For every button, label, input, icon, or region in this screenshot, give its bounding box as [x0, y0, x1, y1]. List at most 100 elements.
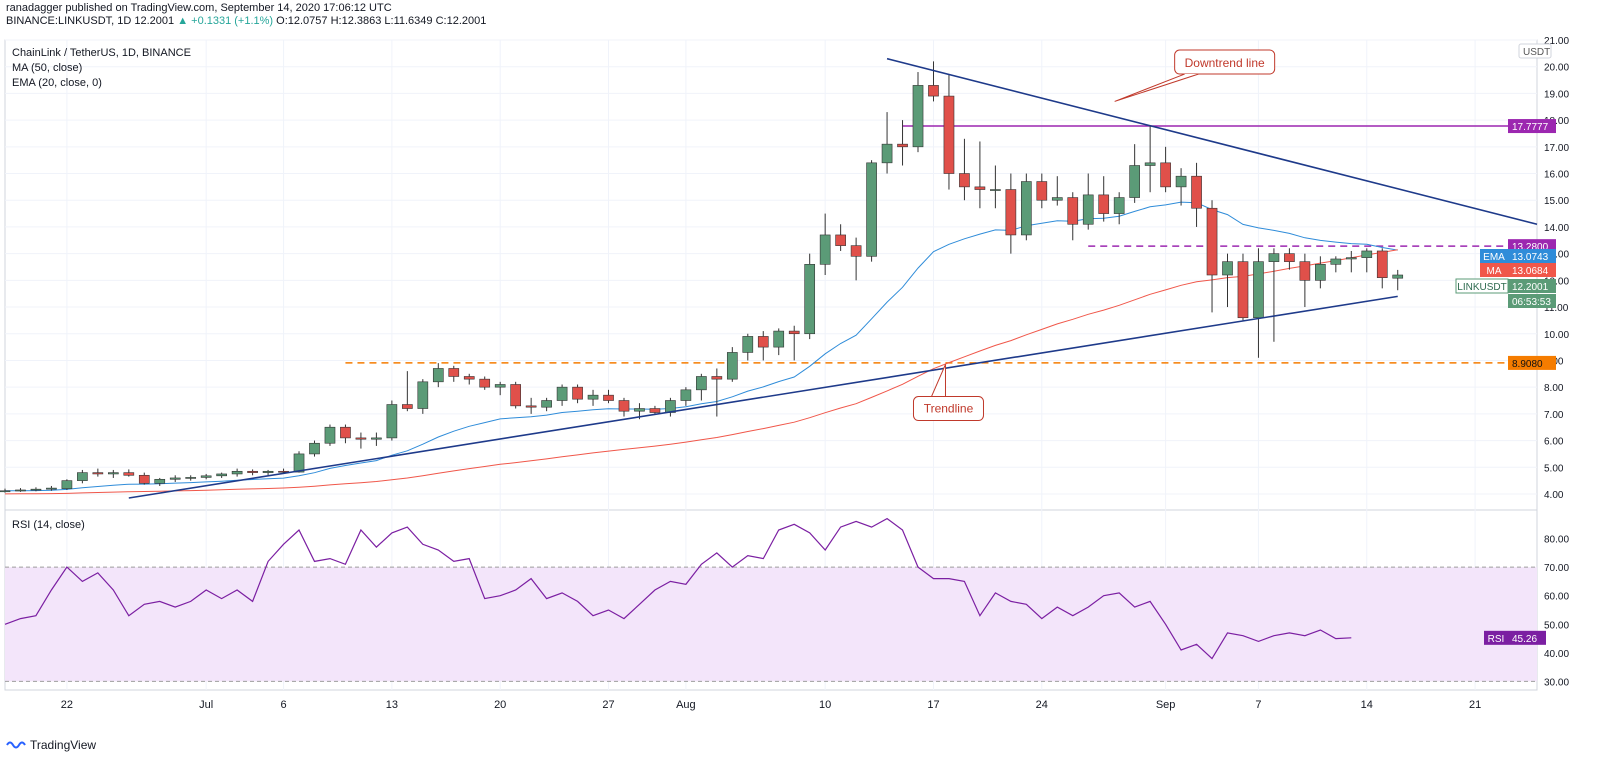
candle — [928, 61, 939, 102]
price-tick-label: 7.00 — [1544, 410, 1564, 421]
candle-body — [30, 488, 42, 491]
candle-body — [1129, 165, 1140, 198]
candle — [1206, 200, 1218, 313]
candle — [1160, 146, 1171, 193]
candle-body — [1392, 274, 1404, 279]
rsi-tick-label: 60.00 — [1544, 592, 1569, 603]
time-axis[interactable]: 22 Jul 6 13 20 27 Aug 10 17 24 Sep 7 14 21 — [61, 699, 1481, 711]
legend-ma: MA (50, close) — [12, 62, 82, 74]
footer-brand[interactable]: TradingView — [6, 738, 96, 752]
candle-body — [247, 470, 258, 473]
candle-body — [1144, 162, 1156, 166]
price-tick-label: 13.00 — [1544, 250, 1569, 261]
candle-body — [92, 472, 104, 475]
candle-body — [974, 186, 986, 190]
candle-body — [169, 477, 181, 480]
candle — [1237, 253, 1249, 321]
candle — [448, 365, 460, 382]
candle — [819, 213, 831, 275]
ma-tag-prefix-bg — [1480, 263, 1508, 277]
candle-body — [1268, 253, 1280, 262]
candle — [463, 373, 475, 385]
callout-pointer — [1114, 73, 1199, 102]
candle-body — [448, 368, 460, 377]
candle — [200, 473, 212, 480]
candle-body — [1206, 207, 1218, 276]
candle — [1098, 176, 1110, 222]
rsi-band — [5, 566, 1537, 682]
candle — [603, 389, 614, 404]
rsi-path — [4, 517, 1352, 660]
rsi-axis[interactable]: 30.00 40.00 50.00 60.00 70.00 80.00 — [1544, 535, 1569, 689]
price-tick-label: 19.00 — [1544, 89, 1569, 100]
candle-body — [1067, 197, 1079, 225]
annotations[interactable]: Downtrend line Trendline — [912, 49, 1276, 422]
rsi-tick-label: 50.00 — [1544, 620, 1569, 631]
candle — [417, 379, 429, 414]
candle-body — [541, 400, 552, 408]
last-price-tag-value: 12.2001 — [1512, 282, 1549, 293]
time-tick-label: 7 — [1255, 699, 1261, 711]
candle — [46, 485, 57, 491]
candle-body — [402, 404, 413, 409]
candle-body — [959, 173, 970, 188]
price-tick-label: 12.00 — [1544, 276, 1569, 287]
trendlines[interactable] — [128, 57, 1538, 499]
rsi-tick-label: 70.00 — [1544, 563, 1569, 574]
candle — [866, 160, 877, 262]
candle-body — [943, 95, 955, 174]
candle — [30, 487, 42, 492]
candle — [1067, 192, 1079, 241]
candle-body — [757, 336, 769, 348]
candle-body — [881, 143, 893, 164]
candle-body — [123, 472, 135, 476]
candle-body — [850, 245, 862, 257]
candle-body — [1191, 175, 1202, 209]
candle-body — [711, 376, 723, 380]
candle — [1361, 248, 1373, 273]
candle-body — [788, 330, 800, 335]
price-tick-label: 4.00 — [1544, 490, 1564, 501]
candle — [1129, 144, 1140, 203]
price-axis[interactable]: 4.005.006.007.008.009.0010.0011.0012.001… — [1518, 36, 1569, 501]
legend-title: ChainLink / TetherUS, 1D, BINANCE — [12, 47, 191, 59]
candle-body — [324, 426, 336, 444]
price-tick-label: 18.00 — [1544, 116, 1569, 127]
candle — [355, 432, 367, 449]
ema-tag-prefix-bg — [1480, 249, 1508, 263]
time-tick-label: Jul — [199, 699, 213, 711]
rsi-tick-label: 30.00 — [1544, 677, 1569, 688]
trendline — [128, 295, 1398, 499]
candle — [1330, 256, 1342, 273]
candle-body — [231, 470, 243, 475]
annotation-trendline: Trendline — [912, 364, 984, 422]
candle — [340, 424, 351, 444]
candles[interactable] — [0, 61, 1404, 493]
candle-body — [510, 384, 521, 407]
candle — [92, 468, 104, 477]
candle-body — [154, 478, 166, 484]
candle — [1284, 248, 1295, 270]
candle — [123, 469, 135, 477]
callout-box — [912, 396, 984, 422]
candle-body — [138, 474, 150, 484]
ma-tag-prefix: MA — [1487, 266, 1502, 277]
candle — [61, 479, 73, 490]
candle — [1082, 173, 1094, 230]
candle — [587, 389, 599, 406]
price-tick-label: 21.00 — [1544, 36, 1569, 47]
time-tick-label: 22 — [61, 699, 73, 711]
candle — [525, 397, 537, 414]
candle — [1222, 253, 1233, 308]
candle — [1036, 173, 1048, 209]
time-tick-label: Sep — [1156, 699, 1176, 711]
time-tick-label: 21 — [1469, 699, 1481, 711]
candle-body — [897, 143, 908, 148]
candle — [432, 363, 444, 388]
candle — [1113, 192, 1125, 225]
candle — [850, 237, 862, 281]
candle-body — [77, 472, 88, 481]
horizontal-levels[interactable] — [345, 125, 1537, 364]
candle — [293, 451, 305, 473]
